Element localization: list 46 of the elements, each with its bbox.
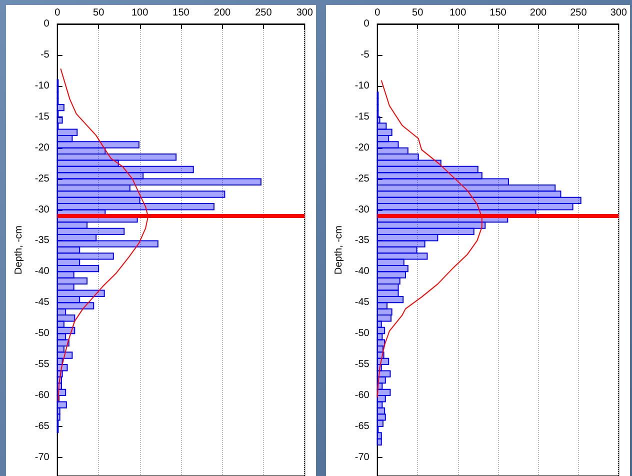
y-tick-label: -50	[354, 328, 370, 340]
y-tick-label: -70	[34, 452, 50, 463]
y-tick-label: -45	[354, 297, 370, 308]
y-tick-label: 0	[364, 18, 370, 30]
y-tick-label: -70	[354, 452, 370, 463]
x-tick-label: 150	[490, 8, 507, 18]
y-tick-label: -55	[34, 359, 50, 370]
y-tick-label: -10	[354, 80, 370, 92]
y-tick-label: -15	[34, 111, 50, 122]
y-tick-label: -15	[354, 111, 370, 122]
y-axis-title: Depth, -cm	[334, 226, 344, 274]
y-tick-label: -40	[354, 266, 370, 278]
y-tick-label: -30	[34, 204, 50, 216]
y-tick-label: -25	[34, 173, 50, 184]
x-tick-label: 300	[296, 8, 314, 18]
x-tick-label: 200	[530, 8, 547, 18]
y-tick-label: -5	[360, 49, 370, 60]
y-tick-label: -35	[34, 235, 50, 246]
y-tick-label: -65	[34, 420, 50, 432]
y-tick-label: 0	[44, 18, 50, 30]
x-tick-label: 50	[93, 8, 105, 18]
x-tick-label: 100	[131, 8, 149, 18]
x-tick-label: 300	[610, 8, 628, 18]
x-tick-label: 250	[570, 8, 588, 18]
x-tick-label: 0	[374, 8, 381, 18]
y-tick-label: -30	[354, 204, 370, 216]
y-tick-label: -55	[354, 359, 370, 370]
y-axis-title: Depth, -cm	[14, 226, 24, 274]
y-tick-label: -25	[354, 173, 370, 184]
x-tick-label: 0	[54, 8, 61, 18]
y-tick-label: -10	[34, 80, 50, 92]
x-tick-label: 150	[172, 8, 190, 18]
x-tick-label: 250	[255, 8, 272, 18]
y-tick-label: -40	[34, 266, 50, 278]
y-tick-label: -45	[34, 297, 50, 308]
y-tick-label: -50	[34, 328, 50, 340]
y-tick-label: -60	[354, 390, 370, 402]
y-tick-label: -20	[354, 142, 370, 154]
y-tick-label: -65	[354, 420, 370, 432]
y-tick-label: -5	[40, 49, 50, 60]
x-tick-label: 100	[449, 8, 467, 18]
y-tick-label: -20	[34, 142, 50, 154]
x-tick-label: 50	[412, 8, 424, 18]
y-tick-label: -35	[354, 235, 370, 246]
x-tick-label: 200	[214, 8, 231, 18]
y-tick-label: -60	[34, 390, 50, 402]
